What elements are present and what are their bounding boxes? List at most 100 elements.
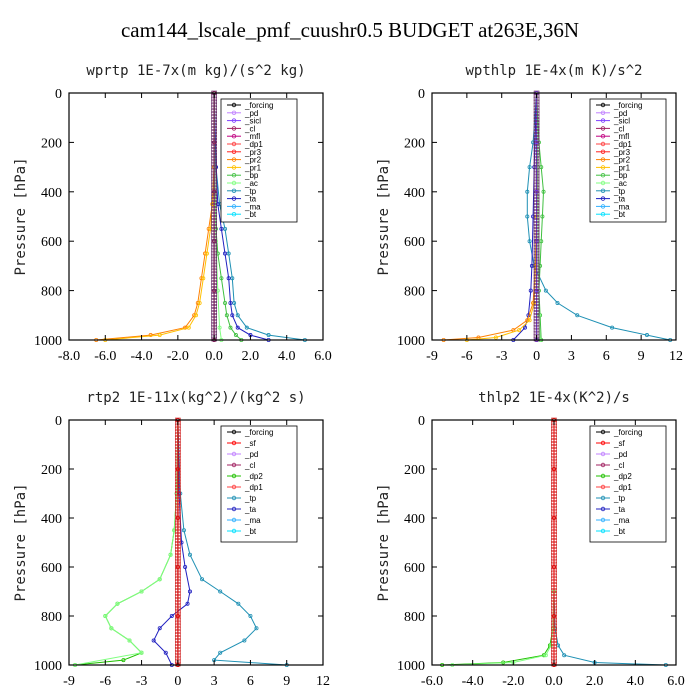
y-tick-label: 0 <box>418 414 425 429</box>
zero-marker <box>551 435 557 440</box>
zero-marker <box>211 241 217 247</box>
zero-marker <box>533 191 540 197</box>
zero-marker <box>533 176 540 182</box>
zero-marker <box>211 304 217 309</box>
y-tick-label: 600 <box>41 561 62 576</box>
y-tick-label: 1000 <box>397 334 425 349</box>
legend-marker-tp <box>231 188 237 193</box>
zero-marker <box>175 541 181 546</box>
zero-marker <box>533 123 540 128</box>
zero-marker <box>175 461 181 467</box>
legend-label-tp: _tp <box>244 494 257 503</box>
legend-marker-pr1 <box>231 165 237 170</box>
x-tick-label: 0.0 <box>205 349 223 364</box>
data-point <box>157 577 162 582</box>
zero-marker <box>551 594 557 599</box>
data-point <box>266 333 271 338</box>
data-point <box>230 313 235 318</box>
zero-marker <box>533 114 540 120</box>
data-point <box>233 333 238 338</box>
data-point <box>644 333 649 338</box>
zero-marker <box>533 224 540 229</box>
zero-marker <box>551 482 557 487</box>
y-tick-label: 0 <box>55 87 62 102</box>
data-point <box>527 318 532 323</box>
legend-label-pd: _pd <box>244 109 258 118</box>
zero-marker <box>533 212 540 217</box>
zero-marker <box>175 573 181 579</box>
y-tick-label: 200 <box>404 136 425 151</box>
legend-marker-cl <box>600 462 606 468</box>
zero-marker <box>175 523 181 529</box>
x-tick-label: 2.0 <box>242 349 260 364</box>
zero-marker <box>175 438 181 443</box>
x-tick-label: -3 <box>496 349 508 364</box>
legend-label-ma: _ma <box>613 202 630 211</box>
zero-marker <box>551 467 557 473</box>
x-tick-label: -2.0 <box>502 674 524 689</box>
x-tick-label: 2.0 <box>586 674 604 689</box>
zero-marker <box>211 173 217 179</box>
zero-marker <box>533 206 540 211</box>
zero-marker <box>533 310 540 315</box>
data-point <box>193 313 198 318</box>
zero-marker <box>175 608 181 614</box>
data-point <box>186 325 191 330</box>
zero-marker <box>533 250 540 256</box>
zero-marker <box>211 250 217 256</box>
zero-marker <box>175 620 181 626</box>
x-tick-label: -4.0 <box>130 349 152 364</box>
zero-marker <box>211 108 217 114</box>
zero-marker <box>533 265 540 271</box>
legend-marker-bt <box>231 211 237 217</box>
data-point <box>218 650 223 655</box>
legend-marker-pr3 <box>231 149 237 154</box>
zero-marker <box>533 144 540 149</box>
zero-marker <box>533 304 540 309</box>
zero-marker <box>175 576 181 582</box>
legend-label-tp: _tp <box>613 494 626 503</box>
zero-marker <box>533 321 540 327</box>
zero-marker <box>211 191 217 197</box>
zero-marker <box>551 623 557 629</box>
x-tick-label: -2.0 <box>167 349 189 364</box>
series-line-ta <box>153 419 191 666</box>
data-point <box>169 614 174 619</box>
data-point <box>148 333 153 338</box>
zero-marker <box>175 614 181 620</box>
y-tick-label: 1000 <box>34 334 62 349</box>
y-tick-label: 600 <box>41 235 62 250</box>
zero-marker <box>533 271 540 277</box>
zero-marker <box>551 508 557 514</box>
legend-box <box>220 425 298 543</box>
zero-marker <box>551 547 557 552</box>
data-point <box>187 552 192 557</box>
zero-marker <box>175 549 181 555</box>
y-axis-label: Pressure [hPa] <box>13 483 29 601</box>
x-tick-label: -8.0 <box>58 349 80 364</box>
data-point <box>242 638 247 643</box>
panel-title-1: wprtp 1E-7x(m kg)/(s^2 kg) <box>86 63 305 79</box>
x-tick-label: 6 <box>603 349 610 364</box>
zero-marker <box>551 629 557 634</box>
series-line-bp <box>536 92 545 341</box>
zero-marker <box>175 649 181 655</box>
data-point <box>555 300 560 305</box>
zero-marker <box>551 567 557 573</box>
data-point <box>219 276 224 281</box>
zero-marker <box>211 203 217 208</box>
x-tick-label: 6 <box>247 674 254 689</box>
panel-title-3: rtp2 1E-11x(kg^2)/(kg^2 s) <box>86 390 305 406</box>
zero-marker <box>211 324 217 330</box>
legend-label-pd: _pd <box>613 109 627 118</box>
zero-marker <box>211 318 217 324</box>
zero-marker <box>211 327 217 333</box>
zero-marker <box>175 470 181 476</box>
zero-marker <box>211 147 217 152</box>
data-point <box>226 251 231 256</box>
data-point <box>228 300 233 305</box>
zero-marker <box>211 155 217 161</box>
data-point <box>181 528 186 533</box>
zero-marker <box>211 277 217 283</box>
